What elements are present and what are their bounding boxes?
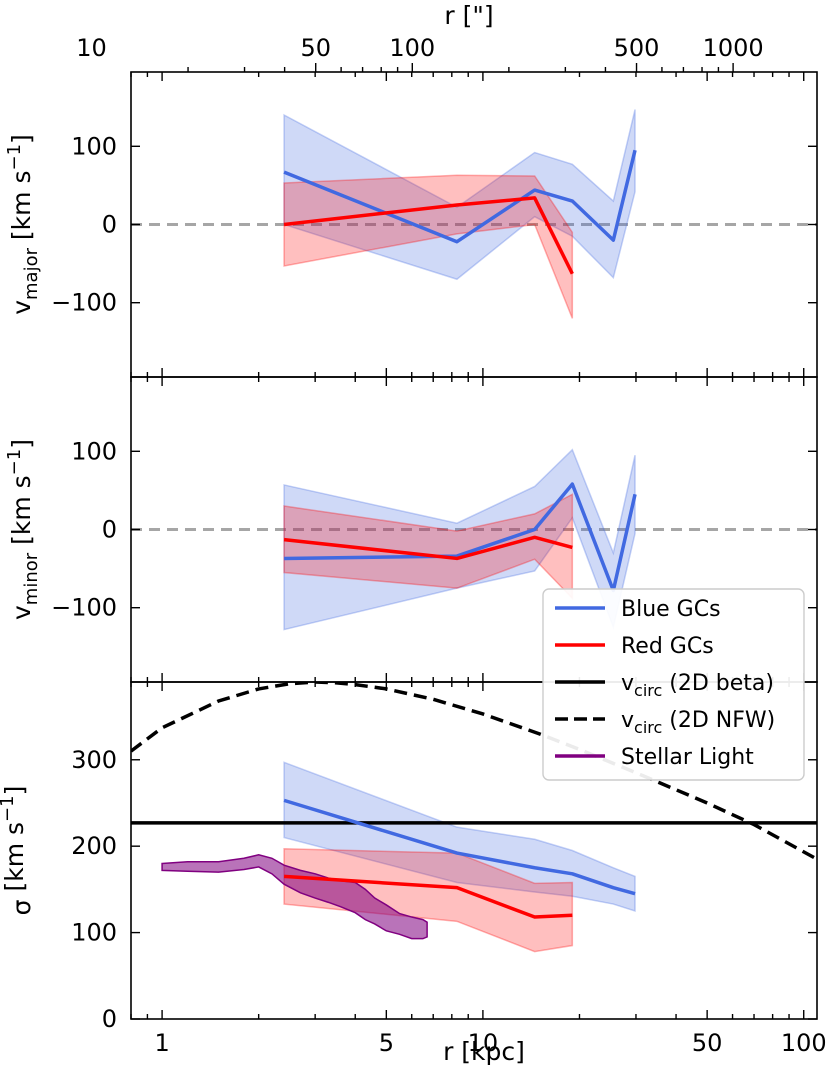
xtick-label: 5 bbox=[379, 1029, 394, 1057]
top-axis-label: r ["] bbox=[444, 1, 493, 30]
ylabel-part: v bbox=[7, 605, 36, 620]
ylabel-part: σ bbox=[7, 899, 36, 915]
ytick-label: 0 bbox=[102, 211, 117, 239]
ytick-label: 100 bbox=[71, 919, 117, 947]
xtick-label: 50 bbox=[692, 1029, 723, 1057]
legend-label-sub: circ bbox=[634, 718, 662, 737]
top-tick-label: 500 bbox=[614, 34, 660, 62]
legend-label: Stellar Light bbox=[621, 745, 754, 770]
ylabel-part: ] bbox=[7, 439, 36, 449]
legend-label: Blue GCs bbox=[621, 597, 721, 622]
panel-minor-ylabel: vminor [km s−1] bbox=[4, 439, 42, 620]
ylabel-part: ] bbox=[7, 134, 36, 144]
ytick-label: 200 bbox=[71, 832, 117, 860]
ylabel-part: −1 bbox=[4, 449, 25, 476]
x-axis-label: r [kpc] bbox=[443, 1037, 525, 1065]
top-tick-label: 100 bbox=[389, 34, 435, 62]
legend-label-rest: (2D beta) bbox=[662, 671, 774, 696]
legend-label: Red GCs bbox=[621, 634, 714, 659]
legend-label-rest: (2D NFW) bbox=[662, 708, 775, 733]
ylabel-part: major bbox=[21, 247, 42, 300]
xtick-label: 100 bbox=[781, 1029, 827, 1057]
panel-major-plot bbox=[131, 110, 817, 319]
panel-major-ylabel: vmajor [km s−1] bbox=[4, 134, 42, 315]
legend-label-sub: circ bbox=[634, 681, 662, 700]
ylabel-part: ] bbox=[0, 786, 29, 796]
legend-label-main: v bbox=[621, 671, 634, 696]
ylabel-part: [km s bbox=[7, 171, 36, 249]
ylabel-part: [km s bbox=[7, 475, 36, 553]
ylabel-part: −1 bbox=[0, 795, 18, 822]
top-tick-label: 1000 bbox=[703, 34, 764, 62]
panel-sigma-ylabel: σ [km s−1] bbox=[0, 786, 36, 916]
ytick-label: 300 bbox=[71, 746, 117, 774]
ytick-label: 100 bbox=[71, 132, 117, 160]
xtick-label: 1 bbox=[154, 1029, 169, 1057]
ylabel-part: [km s bbox=[0, 822, 29, 900]
ylabel-part: minor bbox=[21, 552, 42, 605]
ytick-label: 100 bbox=[71, 437, 117, 465]
ytick-label: −100 bbox=[51, 289, 117, 317]
ytick-label: 0 bbox=[102, 516, 117, 544]
ytick-label: 0 bbox=[102, 1005, 117, 1033]
top-tick-label: 50 bbox=[300, 34, 331, 62]
top-tick-label: 10 bbox=[76, 34, 107, 62]
ytick-label: −100 bbox=[51, 594, 117, 622]
ylabel-part: −1 bbox=[4, 144, 25, 171]
legend-label-main: v bbox=[621, 708, 634, 733]
ylabel-part: v bbox=[7, 300, 36, 315]
